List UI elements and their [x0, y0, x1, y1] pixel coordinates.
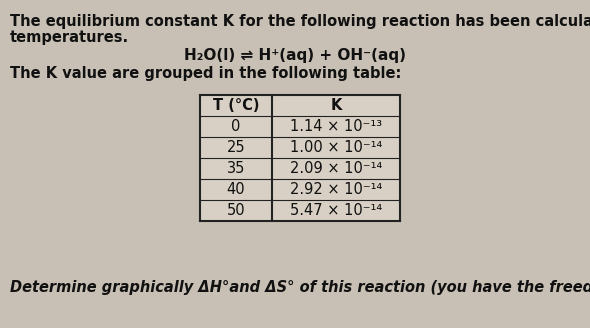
Text: temperatures.: temperatures.: [10, 30, 129, 45]
Text: T (°C): T (°C): [213, 98, 259, 113]
Text: 1.14 × 10⁻¹³: 1.14 × 10⁻¹³: [290, 119, 382, 134]
Text: Determine graphically ΔH°and ΔS° of this reaction (you have the freedom to use a: Determine graphically ΔH°and ΔS° of this…: [10, 280, 590, 295]
Text: 50: 50: [227, 203, 245, 218]
Text: 0: 0: [231, 119, 241, 134]
Text: The K value are grouped in the following table:: The K value are grouped in the following…: [10, 66, 401, 81]
Text: H₂O(l) ⇌ H⁺(aq) + OH⁻(aq): H₂O(l) ⇌ H⁺(aq) + OH⁻(aq): [184, 48, 406, 63]
Bar: [200, 95, 400, 221]
Text: 40: 40: [227, 182, 245, 197]
Text: 2.09 × 10⁻¹⁴: 2.09 × 10⁻¹⁴: [290, 161, 382, 176]
Text: 35: 35: [227, 161, 245, 176]
Text: K: K: [330, 98, 342, 113]
Text: 5.47 × 10⁻¹⁴: 5.47 × 10⁻¹⁴: [290, 203, 382, 218]
Text: 1.00 × 10⁻¹⁴: 1.00 × 10⁻¹⁴: [290, 140, 382, 155]
Text: The equilibrium constant K for the following reaction has been calculated at dif: The equilibrium constant K for the follo…: [10, 14, 590, 29]
Text: 25: 25: [227, 140, 245, 155]
Text: 2.92 × 10⁻¹⁴: 2.92 × 10⁻¹⁴: [290, 182, 382, 197]
